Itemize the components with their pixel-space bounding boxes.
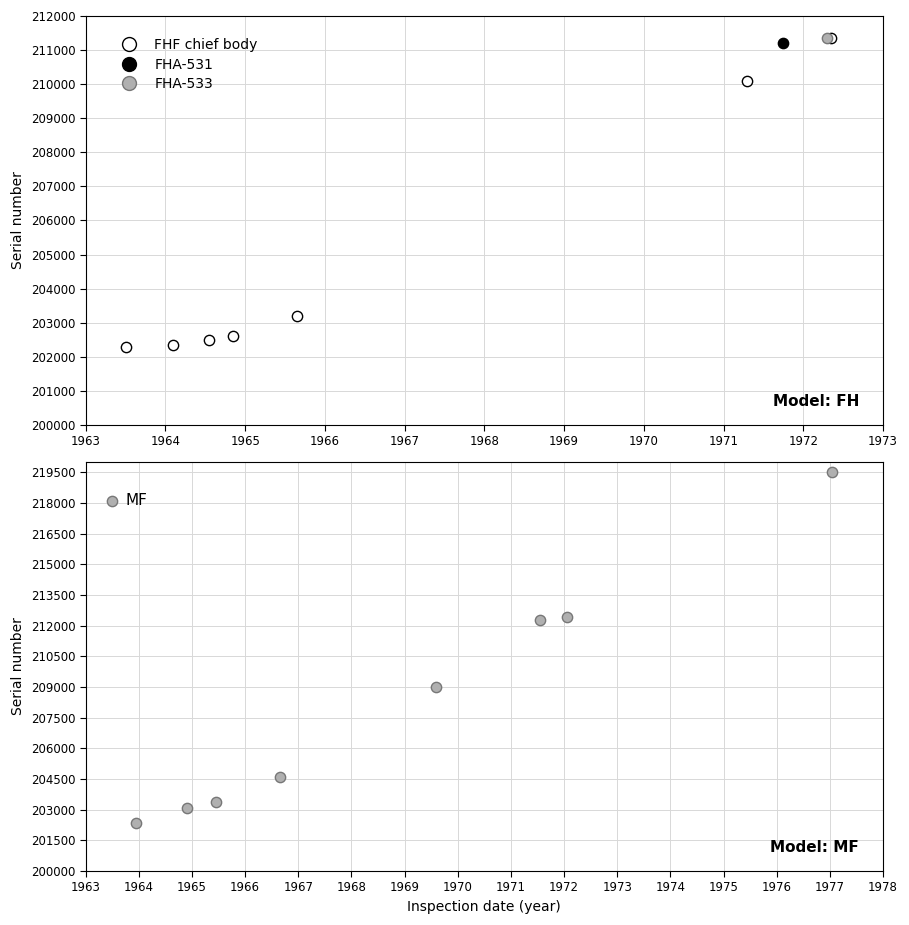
Point <box>824 31 838 45</box>
Point <box>209 796 224 810</box>
Point <box>429 680 444 695</box>
Point <box>166 338 181 352</box>
Point <box>825 465 840 480</box>
Point <box>533 612 547 627</box>
Text: MF: MF <box>125 494 147 509</box>
Text: Model: FH: Model: FH <box>773 393 859 409</box>
Y-axis label: Serial number: Serial number <box>11 171 25 269</box>
Point <box>179 800 194 815</box>
Y-axis label: Serial number: Serial number <box>11 618 25 715</box>
Point <box>105 494 120 509</box>
Point <box>776 36 791 51</box>
Legend: FHF chief body, FHA-531, FHA-533: FHF chief body, FHA-531, FHA-533 <box>108 31 265 98</box>
Point <box>273 770 287 784</box>
Point <box>202 332 216 347</box>
Point <box>226 328 241 343</box>
Point <box>559 610 574 625</box>
Point <box>290 308 305 323</box>
Text: Model: MF: Model: MF <box>770 840 859 855</box>
Point <box>118 339 133 354</box>
Point <box>740 73 754 88</box>
X-axis label: Inspection date (year): Inspection date (year) <box>407 900 561 914</box>
Point <box>820 31 834 45</box>
Point <box>129 816 144 831</box>
